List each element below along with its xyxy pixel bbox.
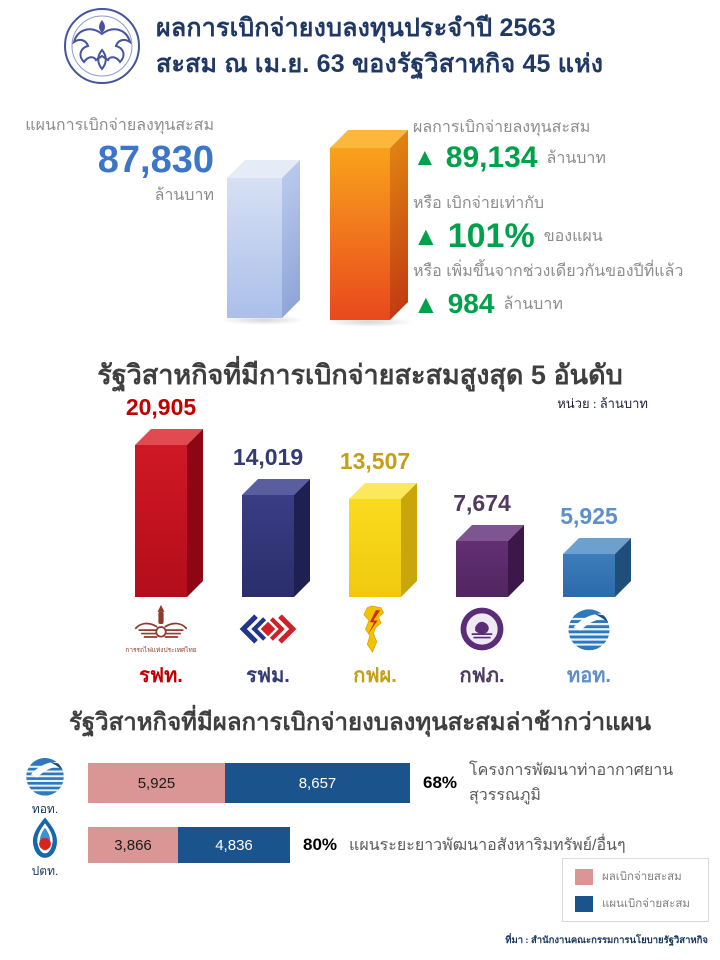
- stacked-bar: 3,866 4,836: [88, 827, 290, 863]
- top5-value: 5,925: [560, 503, 618, 529]
- egat-logo-icon: [326, 601, 424, 657]
- percent-label: 80%: [303, 835, 338, 854]
- plan-bar-shadow: [220, 315, 306, 325]
- top5-value: 13,507: [339, 448, 411, 474]
- top5-column: 20,905 การรถไฟแห่งประเทศไทย รฟท.: [112, 345, 210, 687]
- top5-columns: 20,905 การรถไฟแห่งประเทศไทย รฟท. 14,019 …: [112, 345, 638, 687]
- actual-bar-segment: 5,925: [88, 763, 225, 803]
- top5-label: รฟม.: [246, 665, 290, 687]
- top5-bar-3d: [563, 554, 615, 597]
- legend-label: ผลเบิกจ่ายสะสม: [602, 870, 682, 883]
- mrta-logo-icon: [219, 601, 317, 657]
- actual-bar-segment: 3,866: [88, 827, 178, 863]
- legend-swatch: [575, 895, 593, 912]
- yoy-value: 984: [447, 288, 495, 319]
- legend-swatch: [575, 868, 593, 885]
- yoy-unit: ล้านบาท: [503, 295, 563, 313]
- top5-label: กฟผ.: [353, 665, 397, 687]
- sepo-emblem-icon: [62, 6, 142, 86]
- top5-bar-3d: [456, 541, 508, 597]
- actual-unit: ล้านบาท: [546, 149, 606, 167]
- srt-logo-icon: การรถไฟแห่งประเทศไทย: [112, 601, 210, 657]
- percent-row: ▲ 101% ของแผน: [413, 216, 715, 255]
- plan-value: 87,830: [97, 139, 214, 181]
- plan-bar-face: [227, 178, 282, 318]
- legend: ผลเบิกจ่ายสะสม แผนเบิกจ่ายสะสม: [562, 858, 709, 922]
- project-label: โครงการพัฒนาท่าอากาศยานสุวรรณภูมิ: [469, 762, 674, 804]
- percent-label: 68%: [423, 773, 458, 792]
- pea-logo-icon: [433, 601, 531, 657]
- srt-caption: การรถไฟแห่งประเทศไทย: [125, 646, 197, 654]
- actual-bar-face: [330, 148, 390, 320]
- plan-label: แผนการเบิกจ่ายลงทุนสะสม: [25, 117, 214, 134]
- summary-section: แผนการเบิกจ่ายลงทุนสะสม 87,830 ล้านบาท ผ…: [0, 100, 720, 345]
- top5-column: 14,019 รฟม.: [219, 345, 317, 687]
- behind-plan-title: รัฐวิสาหกิจที่มีผลการเบิกจ่ายงบลงทุนสะสม…: [68, 709, 651, 736]
- actual-label: ผลการเบิกจ่ายลงทุนสะสม: [413, 119, 591, 136]
- top5-column: 5,925 ทอท.: [540, 345, 638, 687]
- top5-title: รัฐวิสาหกิจที่มีการเบิกจ่ายสะสมสูงสุด 5 …: [97, 360, 623, 390]
- percent-prefix: หรือ เบิกจ่ายเท่ากับ: [413, 195, 545, 212]
- org-label: ปตท.: [31, 864, 59, 878]
- top5-value: 14,019: [232, 444, 304, 470]
- actual-bar-shadow: [324, 317, 414, 327]
- actual-value-row: ▲ 89,134 ล้านบาท: [413, 140, 715, 176]
- stacked-bar: 5,925 8,657: [88, 763, 410, 803]
- yoy-prefix: หรือ เพิ่มขึ้นจากช่วงเดียวกันของปีที่แล้…: [413, 263, 684, 280]
- up-triangle-icon: ▲: [413, 289, 439, 319]
- page-title: ผลการเบิกจ่ายงบลงทุนประจำปี 2563 สะสม ณ …: [156, 10, 603, 83]
- legend-item: แผนเบิกจ่ายสะสม: [575, 895, 696, 913]
- source-note: ที่มา : สำนักงานคณะกรรมการนโยบายรัฐวิสาห…: [505, 936, 708, 946]
- actual-block: ผลการเบิกจ่ายลงทุนสะสม ▲ 89,134 ล้านบาท …: [413, 116, 715, 322]
- project-label: แผนระยะยาวพัฒนาอสังหาริมทรัพย์/อื่นๆ: [349, 836, 626, 854]
- top5-label: รฟท.: [139, 665, 183, 687]
- behind-row: ทอท. 5,925 8,657 68% โครงการพัฒนาท่าอากา…: [0, 754, 720, 816]
- ptt-logo-icon: ปตท.: [14, 816, 76, 878]
- behind-plan-section: รัฐวิสาหกิจที่มีผลการเบิกจ่ายงบลงทุนสะสม…: [0, 690, 720, 960]
- top5-label: ทอท.: [567, 665, 611, 687]
- org-label: ทอท.: [31, 802, 59, 816]
- legend-item: ผลเบิกจ่ายสะสม: [575, 868, 696, 886]
- plan-block: แผนการเบิกจ่ายลงทุนสะสม 87,830 ล้านบาท: [8, 114, 214, 208]
- up-triangle-icon: ▲: [413, 144, 437, 171]
- actual-value: 89,134: [445, 141, 538, 174]
- plan-bar-3d: [227, 178, 282, 318]
- top5-column: 7,674 กฟภ.: [433, 345, 531, 687]
- percent-value: 101%: [447, 216, 535, 255]
- legend-label: แผนเบิกจ่ายสะสม: [602, 897, 690, 910]
- top5-section: รัฐวิสาหกิจที่มีการเบิกจ่ายสะสมสูงสุด 5 …: [0, 345, 720, 690]
- top5-value: 20,905: [125, 394, 197, 420]
- yoy-row: ▲ 984 ล้านบาท: [413, 286, 715, 322]
- title-line2: สะสม ณ เม.ย. 63 ของรัฐวิสาหกิจ 45 แห่ง: [156, 50, 604, 79]
- top5-bar-3d: [135, 445, 187, 597]
- behind-row: ปตท. 3,866 4,836 80% แผนระยะยาวพัฒนาอสัง…: [0, 816, 720, 878]
- top5-column: 13,507 กฟผ.: [326, 345, 424, 687]
- unit-note: หน่วย : ล้านบาท: [557, 396, 648, 411]
- top5-value: 7,674: [453, 490, 511, 516]
- plan-bar-segment: 8,657: [225, 763, 410, 803]
- top5-bar-3d: [349, 499, 401, 597]
- actual-bar-3d: [330, 148, 390, 320]
- top5-label: กฟภ.: [459, 665, 505, 687]
- plan-unit: ล้านบาท: [154, 186, 214, 204]
- top5-bar-3d: [242, 495, 294, 597]
- plan-bar-segment: 4,836: [178, 827, 290, 863]
- aot-logo-icon: [540, 601, 638, 657]
- percent-suffix: ของแผน: [543, 227, 603, 245]
- up-triangle-icon: ▲: [413, 221, 439, 251]
- title-line1: ผลการเบิกจ่ายงบลงทุนประจำปี 2563: [156, 14, 556, 42]
- aot-logo-icon: ทอท.: [14, 754, 76, 816]
